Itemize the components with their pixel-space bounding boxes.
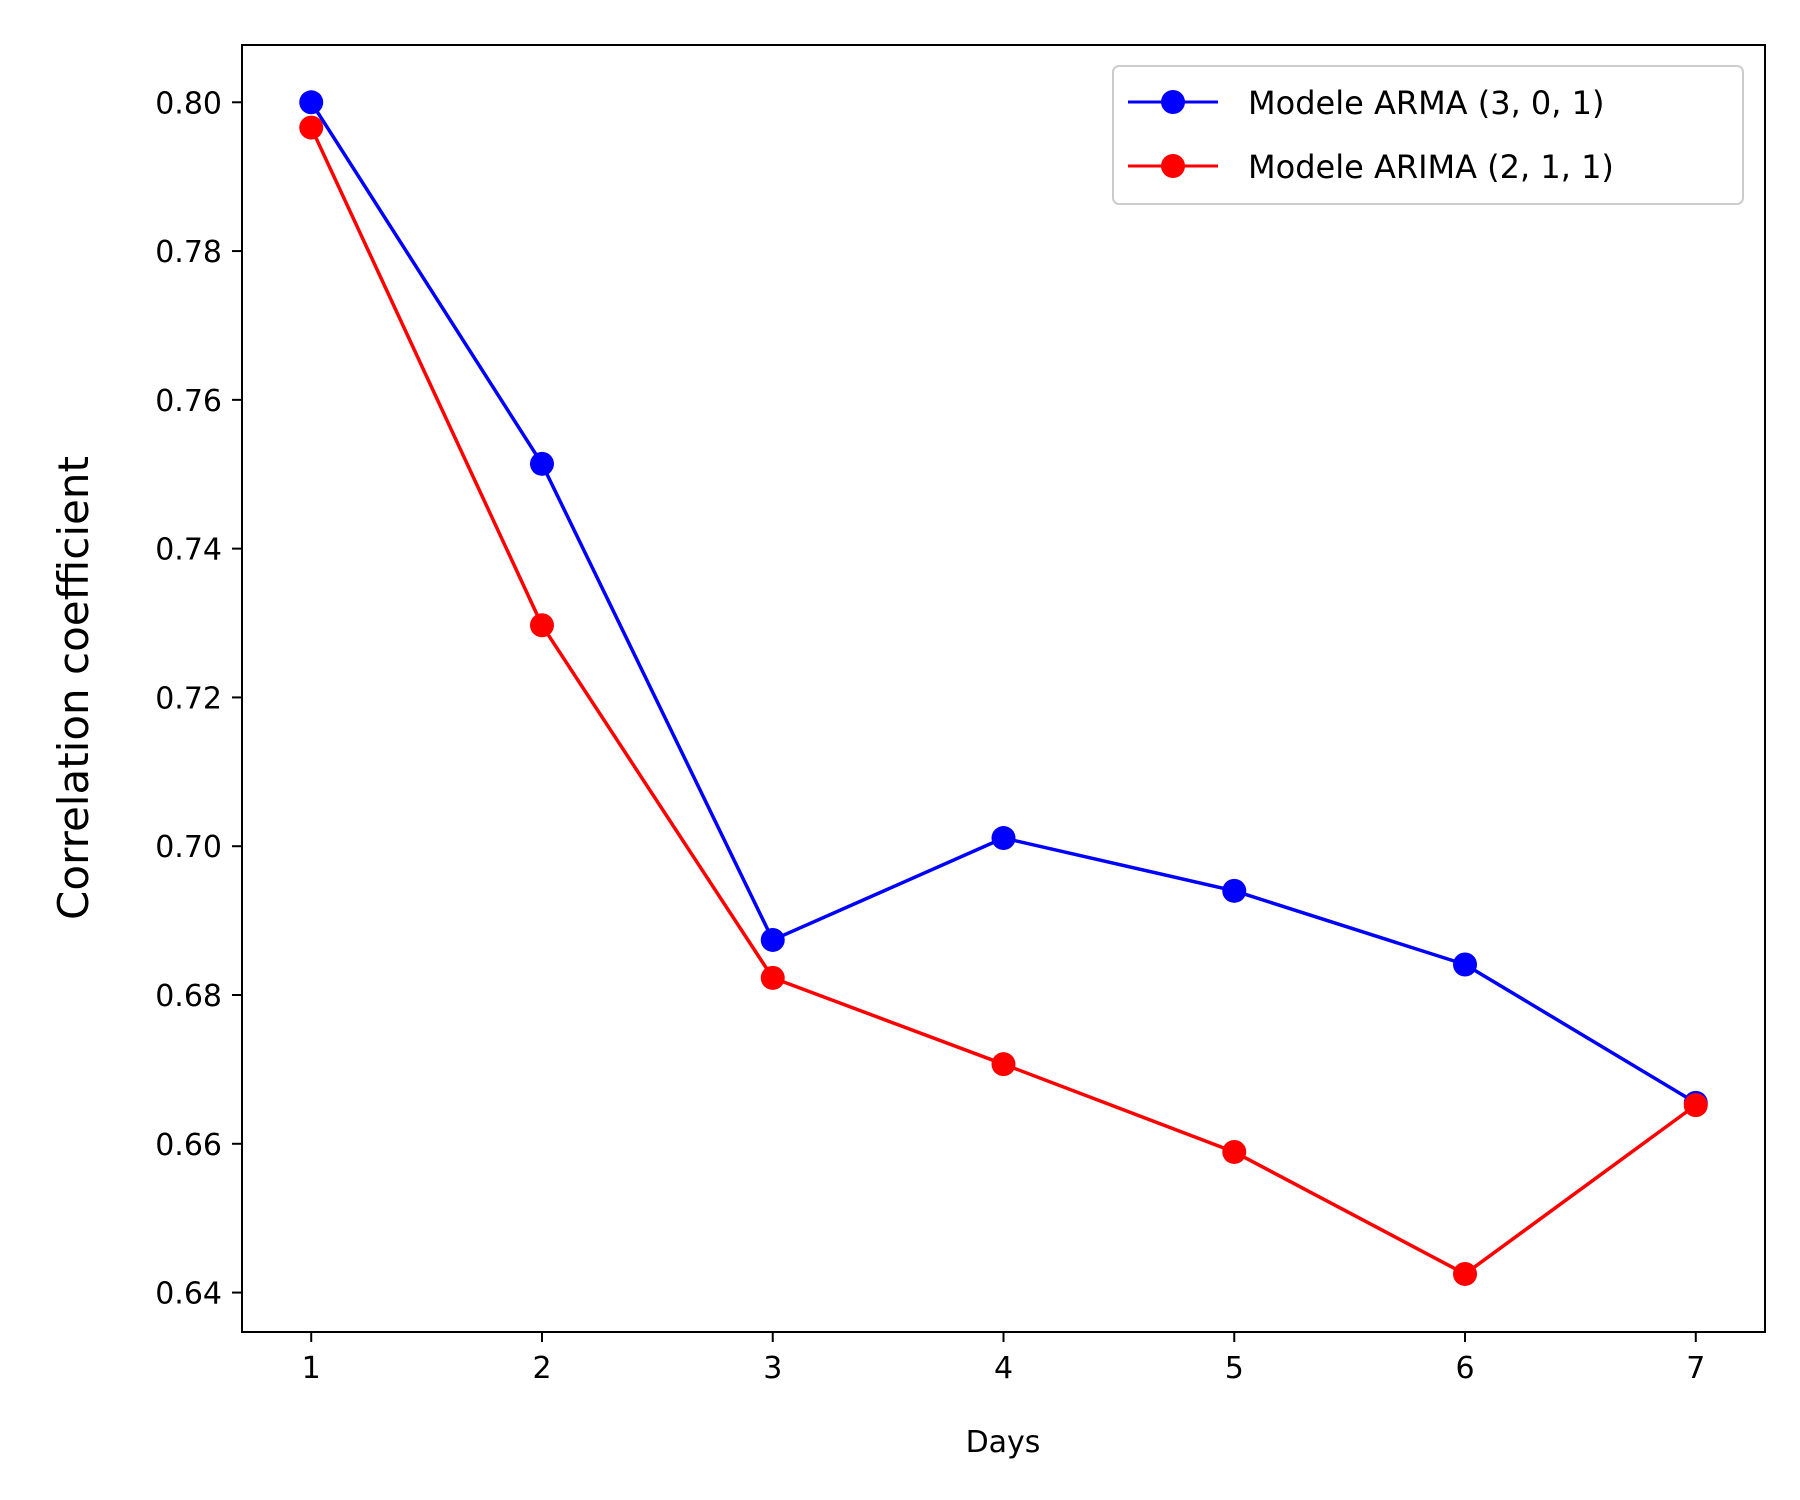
data-point-arima <box>299 115 324 140</box>
y-tick-label: 0.78 <box>155 235 222 270</box>
data-point-arima <box>529 613 554 638</box>
y-tick-label: 0.68 <box>155 979 222 1014</box>
data-point-arima <box>1222 1139 1247 1164</box>
y-tick-label: 0.70 <box>155 830 222 865</box>
data-point-arma <box>991 826 1016 851</box>
x-tick-label: 7 <box>1686 1351 1705 1386</box>
x-tick-label: 2 <box>532 1351 551 1386</box>
legend: Modele ARMA (3, 0, 1) Modele ARIMA (2, 1… <box>1112 65 1744 205</box>
legend-label-arima: Modele ARIMA (2, 1, 1) <box>1248 148 1614 186</box>
legend-box <box>1112 65 1744 205</box>
y-tick-label: 0.80 <box>155 86 222 121</box>
y-tick-label: 0.76 <box>155 384 222 419</box>
data-point-arma <box>1453 952 1478 977</box>
y-tick-label: 0.72 <box>155 681 222 716</box>
y-axis: 0.64 0.66 0.68 0.70 0.72 0.74 0.76 0.78 0.80 <box>155 86 242 1312</box>
data-point-arima <box>991 1052 1016 1077</box>
x-tick-label: 6 <box>1455 1351 1474 1386</box>
x-tick-label: 4 <box>994 1351 1013 1386</box>
legend-marker-arima <box>1161 154 1185 178</box>
y-axis-title: Correlation coefficient <box>49 456 98 920</box>
x-tick-label: 1 <box>302 1351 321 1386</box>
series-layer <box>299 90 1708 1286</box>
legend-marker-arma <box>1161 90 1185 114</box>
data-point-arma <box>1222 878 1247 903</box>
plot-area <box>241 44 1766 1333</box>
x-axis-title: Days <box>966 1425 1041 1460</box>
data-point-arima <box>760 965 785 990</box>
legend-label-arma: Modele ARMA (3, 0, 1) <box>1248 84 1604 122</box>
x-tick-label: 3 <box>763 1351 782 1386</box>
x-tick-label: 5 <box>1225 1351 1244 1386</box>
data-point-arma <box>529 451 554 476</box>
data-point-arima <box>1683 1093 1708 1118</box>
x-axis: 1 2 3 4 5 6 7 <box>302 1332 1705 1386</box>
y-tick-label: 0.66 <box>155 1128 222 1163</box>
y-tick-label: 0.64 <box>155 1277 222 1312</box>
data-point-arma <box>299 90 324 115</box>
data-point-arma <box>760 927 785 952</box>
y-tick-label: 0.74 <box>155 533 222 568</box>
data-point-arima <box>1453 1261 1478 1286</box>
